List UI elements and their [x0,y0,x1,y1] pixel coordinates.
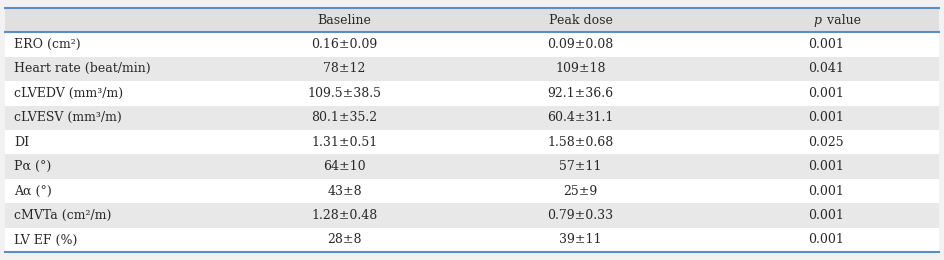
Text: 109±18: 109±18 [555,62,606,75]
Text: 0.16±0.09: 0.16±0.09 [312,38,378,51]
Text: 0.001: 0.001 [808,160,844,173]
Text: 1.58±0.68: 1.58±0.68 [548,136,614,149]
Text: 39±11: 39±11 [559,233,602,246]
Text: 78±12: 78±12 [324,62,365,75]
Text: 43±8: 43±8 [328,185,362,198]
Text: 25±9: 25±9 [564,185,598,198]
Bar [5,154,939,179]
Text: 64±10: 64±10 [323,160,366,173]
Text: cLVEDV (mm³/m): cLVEDV (mm³/m) [14,87,124,100]
Text: 0.001: 0.001 [808,185,844,198]
Text: 0.025: 0.025 [808,136,844,149]
Bar [5,8,939,32]
Bar [5,203,939,228]
Text: 0.09±0.08: 0.09±0.08 [548,38,614,51]
Text: value: value [823,14,861,27]
Text: 57±11: 57±11 [560,160,601,173]
Text: cMVTa (cm²/m): cMVTa (cm²/m) [14,209,111,222]
Text: Peak dose: Peak dose [548,14,613,27]
Text: 92.1±36.6: 92.1±36.6 [548,87,614,100]
Text: p: p [814,14,821,27]
Bar [5,57,939,81]
Text: LV EF (%): LV EF (%) [14,233,77,246]
Text: DI: DI [14,136,29,149]
Text: 0.041: 0.041 [808,62,844,75]
Text: 28±8: 28±8 [328,233,362,246]
Text: 1.28±0.48: 1.28±0.48 [312,209,378,222]
Text: 109.5±38.5: 109.5±38.5 [308,87,381,100]
Text: 0.001: 0.001 [808,209,844,222]
Text: Baseline: Baseline [317,14,372,27]
Text: ERO (cm²): ERO (cm²) [14,38,81,51]
Text: 0.001: 0.001 [808,111,844,124]
Text: Pα (°): Pα (°) [14,160,51,173]
Text: Aα (°): Aα (°) [14,185,52,198]
Text: 1.31±0.51: 1.31±0.51 [312,136,378,149]
Text: 60.4±31.1: 60.4±31.1 [548,111,614,124]
Text: Heart rate (beat/min): Heart rate (beat/min) [14,62,151,75]
Text: 0.79±0.33: 0.79±0.33 [548,209,614,222]
Text: 80.1±35.2: 80.1±35.2 [312,111,378,124]
Text: 0.001: 0.001 [808,233,844,246]
Bar [5,32,939,252]
Text: 0.001: 0.001 [808,38,844,51]
Bar [5,106,939,130]
Text: cLVESV (mm³/m): cLVESV (mm³/m) [14,111,122,124]
Text: 0.001: 0.001 [808,87,844,100]
